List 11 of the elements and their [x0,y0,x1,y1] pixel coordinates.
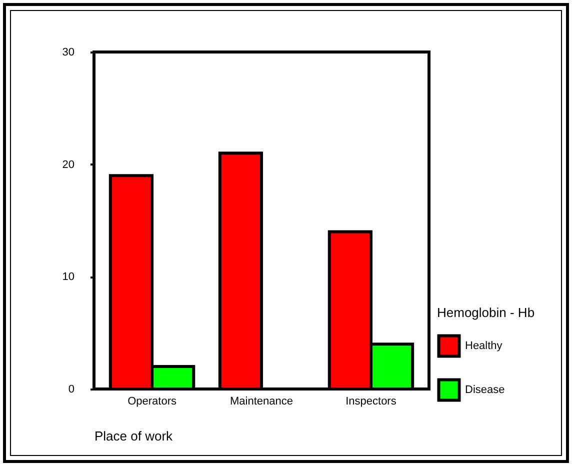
y-tick-label: 20 [62,158,74,171]
x-axis-title: Place of work [94,428,174,444]
legend-label: Disease [465,384,505,396]
y-tick-label: 10 [62,271,74,284]
y-tick-label: 30 [62,46,74,58]
x-tick-label: Inspectors [346,396,397,408]
x-tick-label: Maintenance [230,396,293,408]
legend-label: Healthy [465,340,503,352]
x-tick-label: Operators [128,396,177,408]
y-tick-label: 0 [68,384,74,396]
legend-title: Hemoglobin - Hb [437,305,535,320]
